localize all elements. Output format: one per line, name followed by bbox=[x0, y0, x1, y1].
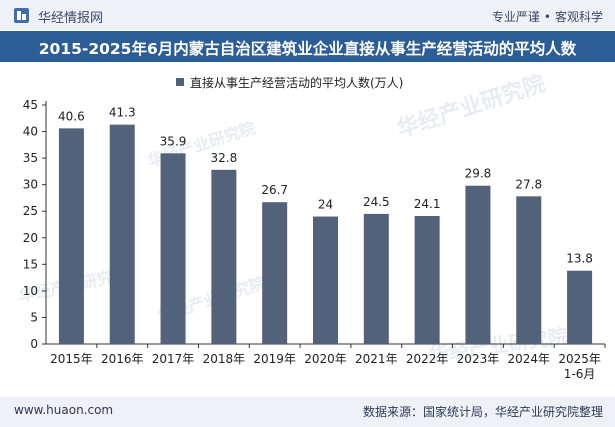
y-tick-label: 5 bbox=[30, 310, 38, 324]
bar bbox=[414, 216, 440, 344]
x-tick-label: 2017年 bbox=[152, 352, 195, 366]
slogan-tag-1: 专业严谨 bbox=[491, 10, 540, 24]
bar bbox=[567, 270, 593, 344]
bar bbox=[516, 196, 542, 344]
data-label: 24 bbox=[318, 198, 333, 212]
x-tick-label: 2016年 bbox=[101, 352, 144, 366]
y-tick-label: 45 bbox=[23, 98, 38, 112]
data-label: 24.5 bbox=[363, 195, 390, 209]
bullet-icon: • bbox=[543, 10, 551, 24]
x-tick-label: 2022年 bbox=[406, 352, 449, 366]
data-label: 13.8 bbox=[566, 252, 593, 266]
bar bbox=[160, 153, 186, 344]
y-tick-label: 40 bbox=[23, 125, 38, 139]
bar bbox=[58, 128, 84, 344]
data-source: 数据来源：国家统计局，华经产业研究院整理 bbox=[362, 405, 603, 419]
data-label: 41.3 bbox=[109, 106, 136, 120]
bar bbox=[262, 202, 288, 344]
x-tick-label: 2025年 bbox=[558, 352, 601, 366]
y-tick-label: 25 bbox=[23, 204, 38, 218]
title-bar: 2015-2025年6月内蒙古自治区建筑业企业直接从事生产经营活动的平均人数 bbox=[0, 31, 615, 62]
x-tick-label: 2015年 bbox=[50, 352, 93, 366]
slogan: 专业严谨 • 客观科学 bbox=[492, 8, 603, 25]
brand-name: 华经情报网 bbox=[38, 11, 104, 26]
x-tick-label: 2020年 bbox=[304, 352, 347, 366]
data-label: 29.8 bbox=[465, 167, 492, 181]
bar bbox=[363, 213, 389, 344]
x-tick-label: 2018年 bbox=[203, 352, 246, 366]
x-tick-label: 2024年 bbox=[507, 352, 550, 366]
y-tick-label: 35 bbox=[23, 151, 38, 165]
y-tick-label: 10 bbox=[23, 284, 38, 298]
slogan-tag-2: 客观科学 bbox=[554, 10, 603, 24]
data-label: 40.6 bbox=[58, 109, 85, 123]
footer-bar: www.huaon.com 数据来源：国家统计局，华经产业研究院整理 bbox=[0, 397, 615, 427]
y-tick-label: 20 bbox=[23, 231, 38, 245]
huajing-logo-icon bbox=[14, 8, 29, 23]
y-tick-label: 30 bbox=[23, 178, 38, 192]
legend-swatch bbox=[176, 78, 184, 86]
data-label: 32.8 bbox=[211, 151, 238, 165]
y-tick-label: 15 bbox=[23, 257, 38, 271]
bar bbox=[211, 169, 237, 344]
x-tick-label: 2021年 bbox=[355, 352, 398, 366]
data-label: 27.8 bbox=[515, 177, 542, 191]
bar-chart: 华经产业研究院华经产业研究院华经产业研究院华经产业研究院华经产业研究院直接从事生… bbox=[17, 70, 606, 381]
bar bbox=[109, 124, 135, 344]
bar bbox=[465, 185, 491, 344]
site-url[interactable]: www.huaon.com bbox=[14, 403, 114, 417]
bar bbox=[313, 216, 338, 344]
legend-label: 直接从事生产经营活动的平均人数(万人) bbox=[190, 75, 403, 90]
top-bar: 华经情报网 专业严谨 • 客观科学 bbox=[0, 0, 615, 30]
x-tick-label: 2023年 bbox=[457, 352, 500, 366]
data-label: 26.7 bbox=[261, 183, 288, 197]
chart-title: 2015-2025年6月内蒙古自治区建筑业企业直接从事生产经营活动的平均人数 bbox=[38, 40, 577, 58]
data-label: 35.9 bbox=[160, 134, 187, 148]
watermark-text: 华经产业研究院 bbox=[394, 70, 549, 142]
y-tick-label: 0 bbox=[30, 337, 38, 351]
x-tick-label: 2019年 bbox=[253, 352, 296, 366]
data-label: 24.1 bbox=[414, 197, 441, 211]
x-tick-label: 1-6月 bbox=[564, 367, 596, 381]
